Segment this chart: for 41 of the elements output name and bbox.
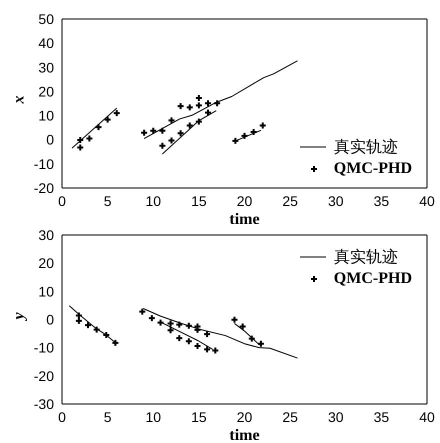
y-tick-label: 0 <box>46 132 54 148</box>
x-tick-label: 0 <box>58 408 66 425</box>
y-tick-label: 30 <box>38 226 54 243</box>
x-tick-label: 10 <box>145 408 162 425</box>
x-axis-title: time <box>229 427 260 443</box>
x-tick-label: 40 <box>419 408 435 425</box>
legend-label: QMC-PHD <box>334 160 412 178</box>
x-tick-label: 20 <box>236 408 252 425</box>
y-tick-label: 10 <box>38 283 54 300</box>
y-axis-title: x <box>10 96 28 104</box>
y-tick-label: 20 <box>38 255 54 272</box>
y-tick-label: -10 <box>34 340 54 356</box>
legend-label: 真实轨迹 <box>334 138 398 158</box>
y-tick-label: -30 <box>34 396 54 412</box>
x-tick-label: 5 <box>104 408 112 425</box>
y-axis-title: y <box>10 312 28 322</box>
x-axis-title: time <box>229 211 260 228</box>
x-tick-label: 20 <box>236 192 252 209</box>
y-tick-label: 20 <box>38 83 54 100</box>
y-tick-label: 40 <box>38 35 54 52</box>
y-tick-label: -10 <box>34 156 54 172</box>
y-tick-label: 0 <box>46 311 54 328</box>
legend-label: QMC-PHD <box>334 270 412 288</box>
x-tick-label: 25 <box>282 192 298 209</box>
legend-label: 真实轨迹 <box>334 248 398 268</box>
x-tick-label: 15 <box>191 192 207 209</box>
x-tick-label: 25 <box>282 408 298 425</box>
x-tick-label: 40 <box>419 192 435 209</box>
x-tick-label: 30 <box>328 192 344 209</box>
x-tick-label: 35 <box>374 192 390 209</box>
x-tick-label: 15 <box>191 408 207 425</box>
x-tick-label: 5 <box>104 192 112 209</box>
x-tick-label: 30 <box>328 408 344 425</box>
y-tick-label: 50 <box>38 10 54 27</box>
y-tick-label: -20 <box>34 180 54 196</box>
x-tick-label: 10 <box>145 192 162 209</box>
y-tick-label: 30 <box>38 59 54 76</box>
y-tick-label: -20 <box>34 368 54 384</box>
x-tick-label: 35 <box>374 408 390 425</box>
x-tick-label: 0 <box>58 192 66 209</box>
y-tick-label: 10 <box>38 108 54 124</box>
